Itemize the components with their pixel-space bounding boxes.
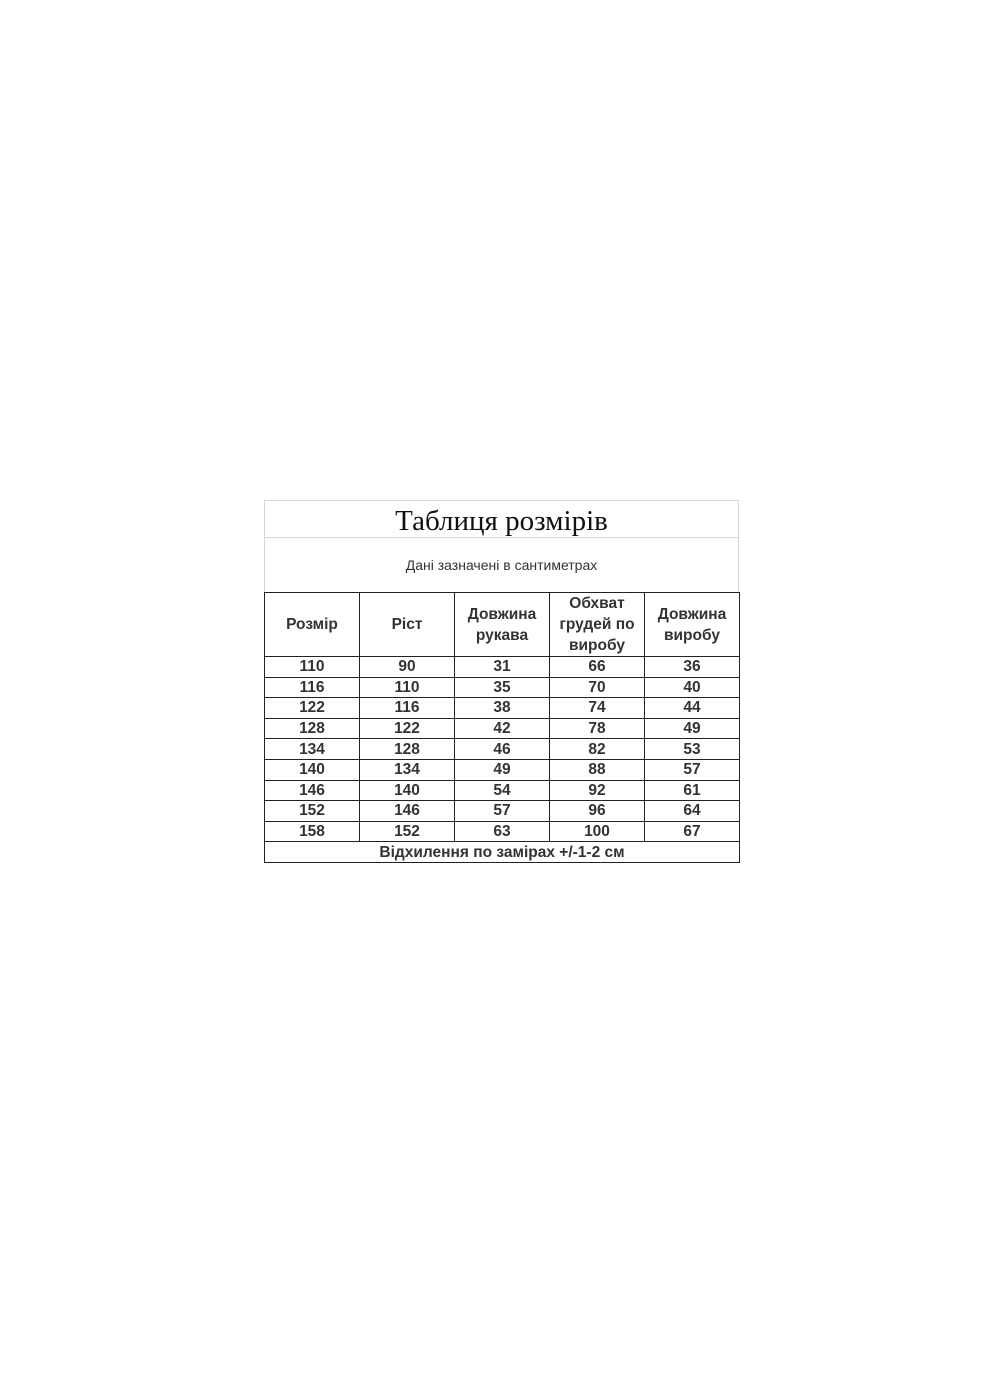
table-cell: 116 xyxy=(359,697,455,719)
table-cell: 57 xyxy=(454,800,550,822)
table-cell: 110 xyxy=(359,676,455,699)
table-header-row: Розмір Ріст Довжина рукава Обхват грудей… xyxy=(264,592,740,657)
header-product-length: Довжина виробу xyxy=(644,592,740,657)
table-cell: 128 xyxy=(359,738,455,760)
header-height: Ріст xyxy=(359,592,455,657)
table-row: 110 90 31 66 36 xyxy=(264,656,740,678)
table-cell: 44 xyxy=(644,697,740,719)
table-cell: 158 xyxy=(264,820,360,843)
table-cell: 63 xyxy=(454,820,550,843)
table-row: 128 122 42 78 49 xyxy=(264,717,740,740)
table-cell: 38 xyxy=(454,697,550,719)
table-cell: 110 xyxy=(264,656,360,678)
table-row: 146 140 54 92 61 xyxy=(264,779,740,802)
table-cell: 61 xyxy=(644,779,740,802)
table-cell: 53 xyxy=(644,738,740,760)
table-cell: 88 xyxy=(549,758,645,781)
size-chart: Таблиця розмірів Дані зазначені в сантим… xyxy=(264,500,740,863)
table-cell: 40 xyxy=(644,676,740,699)
table-cell: 146 xyxy=(264,779,360,802)
table-row: 116 110 35 70 40 xyxy=(264,676,740,699)
table-cell: 100 xyxy=(549,820,645,843)
header-size: Розмір xyxy=(264,592,360,657)
table-cell: 74 xyxy=(549,697,645,719)
table-row: 140 134 49 88 57 xyxy=(264,758,740,781)
table-cell: 31 xyxy=(454,656,550,678)
table-row: 122 116 38 74 44 xyxy=(264,697,740,719)
table-cell: 70 xyxy=(549,676,645,699)
table-cell: 54 xyxy=(454,779,550,802)
table-cell: 140 xyxy=(359,779,455,802)
table-cell: 49 xyxy=(454,758,550,781)
table-cell: 57 xyxy=(644,758,740,781)
table-cell: 66 xyxy=(549,656,645,678)
table-row: 152 146 57 96 64 xyxy=(264,800,740,822)
table-cell: 42 xyxy=(454,717,550,740)
size-table: Розмір Ріст Довжина рукава Обхват грудей… xyxy=(264,592,740,863)
table-cell: 92 xyxy=(549,779,645,802)
header-sleeve-length: Довжина рукава xyxy=(454,592,550,657)
table-cell: 49 xyxy=(644,717,740,740)
table-cell: 78 xyxy=(549,717,645,740)
table-row: 158 152 63 100 67 xyxy=(264,820,740,843)
table-cell: 152 xyxy=(359,820,455,843)
table-cell: 90 xyxy=(359,656,455,678)
table-cell: 152 xyxy=(264,800,360,822)
table-row: 134 128 46 82 53 xyxy=(264,738,740,760)
table-cell: 134 xyxy=(359,758,455,781)
table-cell: 82 xyxy=(549,738,645,760)
table-cell: 35 xyxy=(454,676,550,699)
table-cell: 116 xyxy=(264,676,360,699)
table-cell: 140 xyxy=(264,758,360,781)
units-note: Дані зазначені в сантиметрах xyxy=(264,538,739,592)
table-cell: 36 xyxy=(644,656,740,678)
table-cell: 96 xyxy=(549,800,645,822)
footer-row: Відхилення по замірах +/-1-2 см xyxy=(264,841,740,863)
table-cell: 134 xyxy=(264,738,360,760)
tolerance-note: Відхилення по замірах +/-1-2 см xyxy=(264,841,740,863)
table-cell: 64 xyxy=(644,800,740,822)
table-cell: 128 xyxy=(264,717,360,740)
table-cell: 46 xyxy=(454,738,550,760)
page-title: Таблиця розмірів xyxy=(264,500,739,538)
table-cell: 67 xyxy=(644,820,740,843)
table-cell: 122 xyxy=(264,697,360,719)
header-chest: Обхват грудей по виробу xyxy=(549,592,645,657)
table-cell: 146 xyxy=(359,800,455,822)
table-cell: 122 xyxy=(359,717,455,740)
